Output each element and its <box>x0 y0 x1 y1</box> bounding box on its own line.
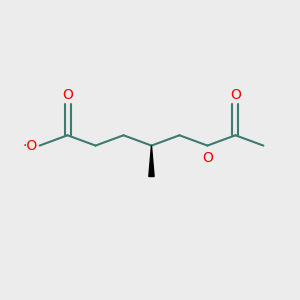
Text: O: O <box>230 88 241 102</box>
Polygon shape <box>149 146 154 176</box>
Text: O: O <box>202 151 213 165</box>
Text: ·O: ·O <box>23 139 38 153</box>
Text: O: O <box>62 88 73 102</box>
